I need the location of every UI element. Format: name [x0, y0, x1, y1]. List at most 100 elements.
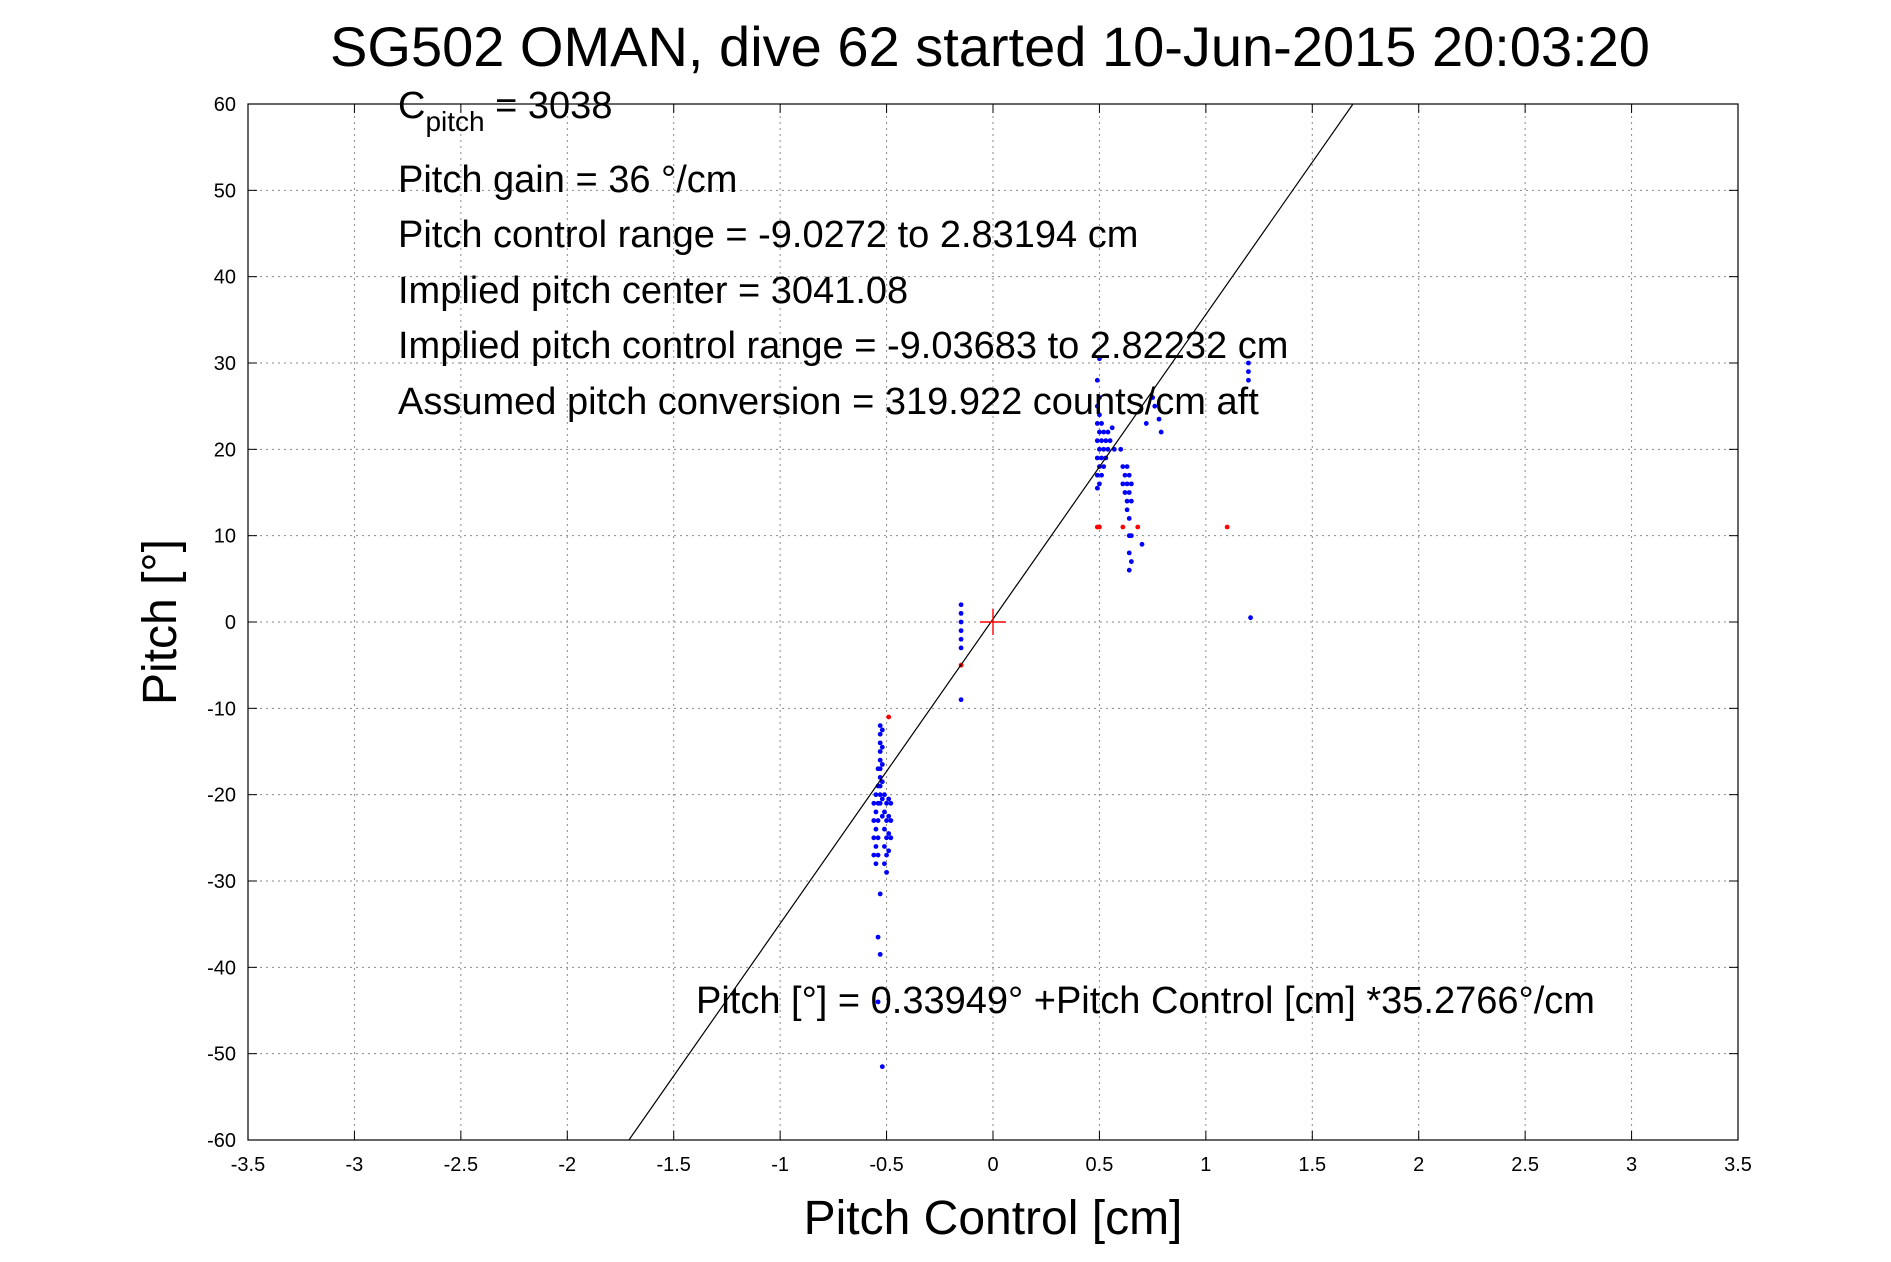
data-point	[875, 800, 881, 806]
data-point	[1126, 567, 1132, 573]
data-point	[1101, 464, 1107, 469]
data-point	[875, 852, 881, 858]
data-point	[1107, 438, 1113, 444]
annotation-conversion: Assumed pitch conversion = 319.922 count…	[398, 381, 1259, 423]
x-tick-label: -0.5	[869, 1154, 903, 1176]
data-point	[1097, 429, 1102, 435]
data-point	[1246, 369, 1251, 375]
data-point	[1099, 472, 1104, 478]
data-point	[1101, 446, 1107, 452]
data-point	[879, 813, 885, 819]
data-point	[1094, 455, 1100, 461]
x-tick-label: 3	[1626, 1154, 1637, 1176]
data-point	[1094, 438, 1100, 444]
chart-title: SG502 OMAN, dive 62 started 10-Jun-2015 …	[330, 15, 1650, 78]
data-point	[884, 800, 889, 806]
data-point	[1128, 498, 1134, 504]
data-point	[873, 861, 879, 867]
data-point	[1094, 485, 1100, 491]
annotation-fit-equation: Pitch [°] = 0.33949° +Pitch Control [cm]…	[696, 980, 1595, 1022]
data-point	[873, 844, 879, 849]
y-tick-label: 30	[214, 353, 236, 375]
data-point	[1246, 377, 1251, 383]
data-point	[888, 835, 894, 841]
data-point	[1128, 533, 1134, 539]
data-point	[879, 727, 885, 733]
data-point	[1097, 412, 1102, 418]
data-point	[1097, 481, 1102, 487]
data-point	[1094, 403, 1100, 409]
data-point	[1101, 429, 1107, 435]
data-point	[873, 809, 879, 815]
data-point	[1097, 395, 1102, 400]
data-point	[1120, 481, 1126, 487]
data-point	[882, 809, 887, 815]
data-point	[958, 628, 964, 634]
data-point	[1126, 490, 1132, 495]
data-point	[877, 891, 883, 897]
data-point	[873, 826, 879, 832]
data-point	[1094, 472, 1100, 478]
y-tick-label: -50	[207, 1044, 236, 1066]
data-point	[1099, 421, 1104, 426]
data-point	[1118, 446, 1124, 452]
data-point	[1126, 550, 1132, 556]
data-point	[875, 766, 881, 772]
data-point	[1246, 360, 1251, 366]
center-cross-marker	[980, 609, 1006, 635]
data-point	[1152, 403, 1158, 409]
data-point	[1124, 498, 1130, 504]
y-tick-label: 10	[214, 526, 236, 548]
data-point	[1103, 438, 1109, 444]
c-pitch-base: C	[398, 85, 425, 127]
data-point	[882, 861, 887, 867]
y-tick-label: 20	[214, 439, 236, 461]
x-tick-label: 1	[1200, 1154, 1211, 1176]
data-point	[1105, 446, 1111, 452]
x-tick-label: -1.5	[656, 1154, 690, 1176]
y-tick-label: -60	[207, 1130, 236, 1152]
x-tick-label: 0	[987, 1154, 998, 1176]
data-point	[884, 852, 889, 858]
data-point	[877, 951, 883, 957]
data-point	[877, 757, 883, 763]
c-pitch-subscript: pitch	[425, 106, 484, 137]
x-tick-label: 2.5	[1511, 1154, 1539, 1176]
data-point	[877, 723, 883, 728]
x-tick-label: 3.5	[1724, 1154, 1752, 1176]
data-point	[879, 762, 885, 767]
x-tick-labels: -3.5 -3 -2.5 -2 -1.5 -1 -0.5 0 0.5 1 1.5 2 2.5 3 3.5	[231, 1154, 1752, 1176]
x-tick-label: 2	[1413, 1154, 1424, 1176]
data-point	[1120, 524, 1126, 530]
data-point	[1120, 464, 1126, 469]
data-point	[958, 610, 964, 616]
annotation-control-range: Pitch control range = -9.0272 to 2.83194…	[398, 214, 1138, 256]
data-point	[1128, 481, 1134, 487]
data-point	[1128, 559, 1134, 564]
data-point	[884, 818, 889, 823]
data-point	[1126, 516, 1132, 521]
x-tick-label: -3	[346, 1154, 364, 1176]
data-point	[1099, 438, 1104, 444]
data-point	[879, 1064, 885, 1070]
x-tick-label: -2	[558, 1154, 576, 1176]
data-point	[1122, 472, 1128, 478]
data-point	[886, 796, 892, 802]
data-point	[1156, 416, 1162, 422]
x-tick-label: -2.5	[444, 1154, 478, 1176]
data-point	[882, 826, 887, 832]
y-tick-label: -30	[207, 871, 236, 893]
annotation-c-pitch: Cpitch = 3038	[398, 85, 612, 137]
data-point	[1105, 429, 1111, 435]
data-point	[871, 818, 877, 823]
y-tick-label: -10	[207, 698, 236, 720]
data-point	[1224, 524, 1230, 530]
data-point	[1097, 356, 1102, 362]
data-point	[886, 848, 892, 854]
plot-frame	[247, 103, 1739, 1141]
annotation-implied-range: Implied pitch control range = -9.03683 t…	[398, 325, 1288, 367]
x-tick-label: 0.5	[1086, 1154, 1114, 1176]
data-point	[888, 818, 894, 823]
data-point	[875, 835, 881, 841]
y-tick-label: -40	[207, 957, 236, 979]
